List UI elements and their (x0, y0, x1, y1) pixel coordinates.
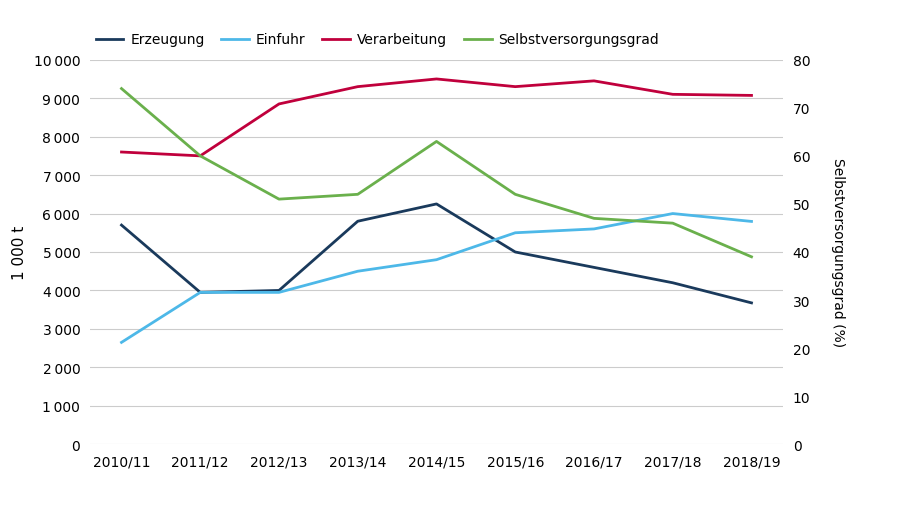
Erzeugung (353, 219, 364, 225)
Line: Erzeugung: Erzeugung (122, 205, 752, 304)
Verarbeitung (589, 79, 599, 85)
Line: Selbstversorgungsgrad: Selbstversorgungsgrad (122, 89, 752, 257)
Einfuhr (509, 230, 520, 236)
Line: Verarbeitung: Verarbeitung (122, 80, 752, 157)
Erzeugung (116, 223, 127, 229)
Einfuhr (194, 290, 205, 296)
Verarbeitung (116, 149, 127, 156)
Verarbeitung (431, 77, 442, 83)
Selbstversorgungsgrad (509, 192, 520, 198)
Verarbeitung (274, 102, 284, 108)
Selbstversorgungsgrad (746, 254, 757, 260)
Selbstversorgungsgrad (274, 196, 284, 203)
Einfuhr (668, 211, 679, 217)
Verarbeitung (668, 92, 679, 98)
Selbstversorgungsgrad (589, 216, 599, 222)
Y-axis label: 1 000 t: 1 000 t (12, 225, 27, 280)
Y-axis label: Selbstversorgungsgrad (%): Selbstversorgungsgrad (%) (832, 158, 845, 347)
Einfuhr (116, 340, 127, 346)
Einfuhr (274, 290, 284, 296)
Einfuhr (589, 226, 599, 232)
Selbstversorgungsgrad (194, 154, 205, 160)
Einfuhr (431, 257, 442, 263)
Einfuhr (746, 219, 757, 225)
Erzeugung (274, 288, 284, 294)
Einfuhr (353, 269, 364, 275)
Selbstversorgungsgrad (431, 139, 442, 145)
Verarbeitung (353, 84, 364, 90)
Line: Einfuhr: Einfuhr (122, 214, 752, 343)
Verarbeitung (746, 93, 757, 99)
Erzeugung (194, 290, 205, 296)
Selbstversorgungsgrad (116, 86, 127, 92)
Erzeugung (746, 300, 757, 307)
Erzeugung (668, 280, 679, 286)
Verarbeitung (509, 84, 520, 90)
Erzeugung (589, 265, 599, 271)
Legend: Erzeugung, Einfuhr, Verarbeitung, Selbstversorgungsgrad: Erzeugung, Einfuhr, Verarbeitung, Selbst… (90, 28, 665, 53)
Verarbeitung (194, 154, 205, 160)
Erzeugung (431, 201, 442, 208)
Selbstversorgungsgrad (668, 221, 679, 227)
Erzeugung (509, 249, 520, 256)
Selbstversorgungsgrad (353, 192, 364, 198)
